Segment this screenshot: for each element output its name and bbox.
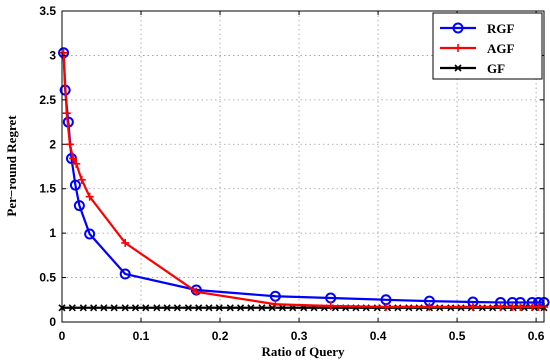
data-point-gf xyxy=(247,304,255,312)
legend-marker-gf xyxy=(454,64,462,72)
legend: RGF AGF GF xyxy=(432,12,543,80)
x-tick-label: 0 xyxy=(59,329,66,343)
data-point-gf xyxy=(205,304,213,312)
x-tick-label: 0.5 xyxy=(449,329,466,343)
legend-marker-agf xyxy=(454,44,462,52)
data-point-gf xyxy=(110,304,118,312)
data-point-agf xyxy=(326,302,335,311)
data-point-gf xyxy=(142,304,150,312)
data-point-gf xyxy=(131,304,140,312)
y-tick-label: 0.5 xyxy=(39,271,56,285)
series-line-agf xyxy=(62,52,544,308)
data-point-gf xyxy=(226,304,234,312)
series-line-rgf xyxy=(62,52,544,304)
data-point-agf xyxy=(72,159,81,168)
legend-label-rgf: RGF xyxy=(487,21,515,36)
data-point-gf xyxy=(278,304,287,312)
data-point-rgf xyxy=(69,179,81,191)
y-axis-label: Per−round Regret xyxy=(4,115,19,217)
data-point-agf xyxy=(121,238,130,247)
x-tick-label: 0.4 xyxy=(370,329,387,343)
data-point-gf xyxy=(121,304,129,312)
legend-label-agf: AGF xyxy=(487,41,515,56)
data-point-gf xyxy=(237,304,245,312)
data-point-agf xyxy=(85,192,94,201)
y-tick-label: 1.5 xyxy=(39,182,56,196)
plot-frame xyxy=(61,10,545,323)
series-rgf xyxy=(58,47,550,308)
series-layer xyxy=(58,47,550,312)
data-point-agf xyxy=(69,154,78,163)
data-point-agf xyxy=(496,302,505,311)
data-point-agf xyxy=(65,140,74,149)
data-point-gf xyxy=(90,304,98,312)
y-tick-label: 0 xyxy=(49,315,56,329)
data-point-rgf xyxy=(73,200,85,212)
data-point-agf xyxy=(271,300,280,309)
x-tick-label: 0.3 xyxy=(291,329,308,343)
data-point-rgf xyxy=(119,268,131,280)
y-tick-label: 2 xyxy=(49,137,56,151)
data-point-agf xyxy=(77,175,86,184)
data-point-gf xyxy=(100,304,108,312)
x-tick-label: 0.6 xyxy=(528,329,545,343)
data-point-gf xyxy=(268,304,276,312)
y-tick-label: 2.5 xyxy=(39,93,56,107)
data-point-gf xyxy=(163,304,171,312)
y-tick-label: 3 xyxy=(49,48,56,62)
data-point-gf xyxy=(195,304,203,312)
data-point-agf xyxy=(381,302,390,311)
y-tick-label: 3.5 xyxy=(39,4,56,18)
data-point-agf xyxy=(508,302,517,311)
data-point-gf xyxy=(184,304,192,312)
data-point-gf xyxy=(79,304,87,312)
data-point-agf xyxy=(425,302,434,311)
series-agf xyxy=(59,48,548,311)
data-point-rgf xyxy=(84,228,96,240)
data-point-agf xyxy=(516,302,525,311)
data-point-gf xyxy=(173,304,181,312)
x-tick-label: 0.2 xyxy=(212,329,229,343)
data-point-agf xyxy=(468,302,477,311)
data-point-agf xyxy=(62,109,71,118)
data-point-gf xyxy=(258,304,266,312)
legend-label-gf: GF xyxy=(487,61,505,76)
x-axis-label: Ratio of Query xyxy=(261,344,345,359)
data-point-gf xyxy=(153,304,161,312)
legend-marker-rgf xyxy=(452,22,464,34)
data-point-gf xyxy=(68,304,76,312)
x-tick-label: 0.1 xyxy=(133,329,150,343)
y-tick-label: 1 xyxy=(49,226,56,240)
data-point-agf xyxy=(192,287,201,296)
data-point-gf xyxy=(215,304,223,312)
